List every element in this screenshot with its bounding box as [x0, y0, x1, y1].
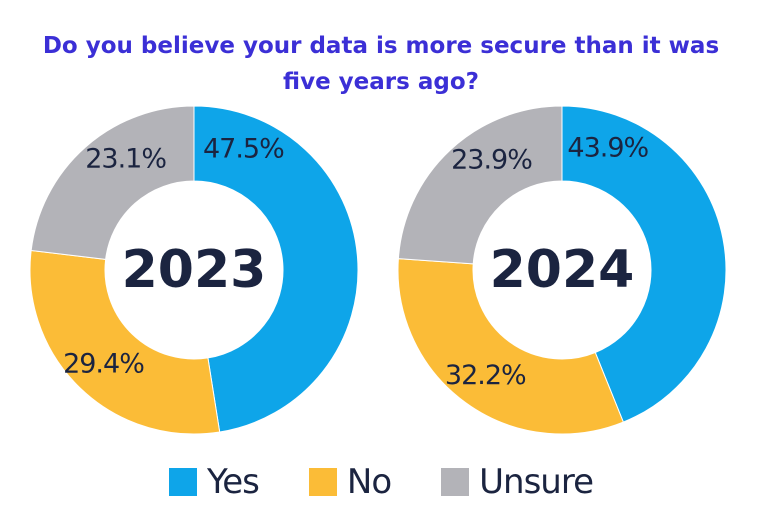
center-label-2024: 2024 — [490, 240, 635, 300]
value-label-2023-yes: 47.5% — [203, 134, 284, 165]
value-label-2023-no: 29.4% — [63, 349, 144, 380]
slice-2024-yes — [561, 105, 727, 423]
legend-item-yes: Yes — [169, 462, 260, 502]
donut-chart-2023: 47.5% 29.4% 23.1% 2023 — [29, 105, 359, 435]
value-label-2024-unsure: 23.9% — [451, 145, 532, 176]
chart-title-line-1: Do you believe your data is more secure … — [42, 33, 720, 59]
legend-swatch-no — [308, 468, 337, 496]
value-label-2023-unsure: 23.1% — [85, 143, 166, 174]
legend-item-no: No — [308, 462, 392, 502]
slice-2023-unsure — [30, 105, 195, 260]
legend-label-no: No — [346, 462, 392, 502]
slice-2023-no — [29, 249, 221, 435]
center-label-2023: 2023 — [122, 240, 267, 300]
legend-label-yes: Yes — [207, 462, 260, 502]
slice-2024-unsure — [397, 105, 563, 265]
legend-swatch-unsure — [441, 468, 470, 496]
value-label-2024-yes: 43.9% — [567, 132, 648, 163]
value-label-2024-no: 32.2% — [445, 360, 526, 391]
slice-2023-yes — [193, 105, 359, 433]
legend: Yes No Unsure — [0, 462, 762, 502]
chart-title: Do you believe your data is more secure … — [0, 28, 762, 100]
slice-2024-no — [397, 258, 624, 435]
legend-item-unsure: Unsure — [441, 462, 594, 502]
legend-label-unsure: Unsure — [479, 462, 594, 502]
chart-title-line-2: five years ago? — [283, 69, 479, 95]
donut-chart-2024: 43.9% 32.2% 23.9% 2024 — [397, 105, 727, 435]
legend-swatch-yes — [169, 468, 197, 496]
